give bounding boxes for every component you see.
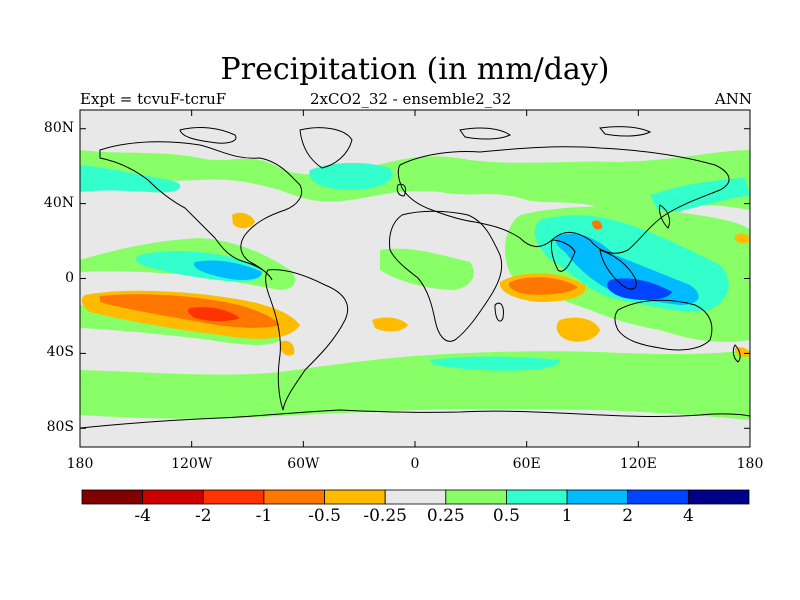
coastline-north-america [99, 141, 303, 281]
map-field [80, 110, 750, 447]
coastline-antarctica [80, 409, 750, 447]
precip-decrease-region-indian-orange [508, 277, 578, 295]
coastlines [80, 126, 750, 447]
x-tick-label: 180 [736, 456, 764, 472]
colorbar-swatch [506, 489, 568, 505]
precip-increase-region-indo-pacific-darkblue [607, 278, 672, 300]
colorbar-label: -0.5 [308, 506, 341, 526]
colorbar-swatch [445, 489, 507, 505]
x-tick-label: 180 [66, 456, 94, 472]
colorbar [81, 489, 750, 505]
coastline-india [550, 239, 576, 272]
colorbar-label: 2 [622, 506, 634, 526]
coastline-africa [389, 210, 503, 342]
precip-decrease-region-indian-south [556, 317, 600, 342]
coastline-europe-asia [397, 146, 730, 254]
coastline-australia [614, 299, 713, 351]
coastline-southeast-asia [599, 249, 637, 290]
y-tick-label: 80S [46, 419, 74, 436]
x-tick-label: 0 [410, 456, 420, 472]
colorbar-label: 4 [682, 506, 694, 526]
colorbar-swatch [566, 489, 629, 505]
colorbar-swatch [324, 489, 386, 505]
colorbar-label: 0.5 [492, 506, 520, 526]
coastline-arctic-islands [179, 126, 652, 144]
colorbar-swatch [384, 489, 447, 505]
y-tick-label: 40N [43, 194, 74, 211]
precip-increase-region-south [80, 350, 750, 420]
precip-decrease-region-china [592, 220, 603, 230]
coastline-madagascar [494, 302, 504, 322]
precip-increase-region-pacific-north-teal [80, 165, 181, 193]
colorbar-label: 1 [561, 506, 573, 526]
precip-decrease-region-sepacific-red [187, 307, 240, 321]
y-tick-label: 80N [43, 119, 74, 136]
precip-increase-region-atlantic [380, 248, 474, 290]
colorbar-swatch [202, 489, 265, 505]
x-tick-label: 60W [287, 456, 320, 472]
colorbar-swatch [142, 489, 204, 505]
precip-increase-region-south-teal [430, 356, 560, 371]
x-tick-label: 120W [171, 456, 213, 472]
precip-increase-region-indo-pacific-blue [555, 233, 699, 305]
y-tick-label: 40S [46, 344, 74, 361]
season-label: ANN [714, 90, 752, 108]
colorbar-swatch [81, 489, 144, 505]
case-label: 2xCO2_32 - ensemble2_32 [310, 90, 512, 108]
precip-decrease-region-southamerica [280, 340, 295, 356]
colorbar-swatch [627, 489, 689, 505]
x-tick-label: 120E [619, 456, 657, 472]
coastline-greenland [299, 127, 353, 169]
experiment-label: Expt = tcvuF-tcruF [80, 90, 227, 108]
y-tick-label: 0 [65, 269, 74, 286]
colorbar-swatch [687, 489, 750, 505]
x-tick-label: 60E [512, 456, 541, 472]
coastline-british-isles [396, 183, 407, 197]
precip-decrease-region-westpacific [735, 233, 750, 244]
colorbar-label: -4 [134, 506, 151, 526]
colorbar-label: -1 [255, 506, 273, 526]
precip-decrease-region-caribbean [232, 212, 255, 229]
precip-increase-region-north [80, 150, 750, 219]
colorbar-label: 0.25 [426, 506, 465, 526]
colorbar-label: -0.25 [363, 506, 407, 526]
coastline-new-zealand [732, 344, 741, 363]
precip-decrease-region-atlantic-south [372, 317, 408, 332]
colorbar-swatch [263, 489, 325, 505]
precip-increase-region-north-teal [309, 162, 393, 190]
coastline-japan [659, 204, 671, 229]
chart-title: Precipitation (in mm/day) [220, 52, 610, 87]
coastline-south-america [265, 269, 349, 411]
colorbar-label: -2 [194, 506, 212, 526]
precip-increase-region-itcz-blue [194, 260, 262, 280]
axis-ticks [79, 110, 751, 447]
